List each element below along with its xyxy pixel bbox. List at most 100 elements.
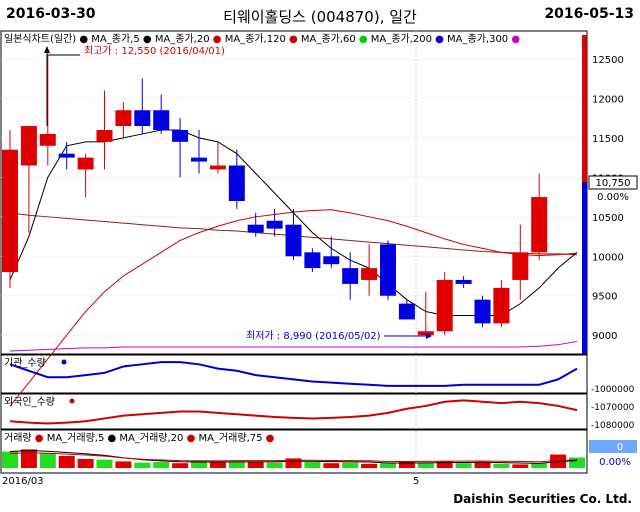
volume-bar xyxy=(58,456,75,468)
last-price: 10,750 xyxy=(596,178,631,189)
candle-body xyxy=(436,279,453,332)
institution-tick: -1000000 xyxy=(591,385,635,395)
volume-bar xyxy=(398,462,415,468)
candle-body xyxy=(209,165,226,170)
candle-body xyxy=(398,303,415,320)
price-tick: 10000 xyxy=(592,252,624,263)
candle-body xyxy=(58,153,75,158)
volume-bar xyxy=(153,462,170,468)
foreign-line xyxy=(9,399,578,425)
volume-bar xyxy=(228,461,245,468)
volume-bar xyxy=(39,453,56,468)
chart-header: 2016-03-30 티웨이홀딩스 (004870), 일간 2016-05-1… xyxy=(0,0,640,30)
candle-body xyxy=(493,287,510,324)
volume-bar xyxy=(20,449,37,468)
foreign-panel xyxy=(0,393,588,430)
volume-value: 0 xyxy=(617,442,623,453)
x-label-start: 2016/03 xyxy=(2,476,44,487)
candle-body xyxy=(285,224,302,257)
volume-bar xyxy=(77,459,94,468)
price-scale-bar-blue xyxy=(582,182,587,354)
page-title: 티웨이홀딩스 (004870), 일간 xyxy=(223,8,417,26)
volume-bar xyxy=(361,463,378,468)
legend-item: MA_종가,60 xyxy=(301,33,356,45)
candle-body xyxy=(361,268,378,280)
price-tick: 11500 xyxy=(592,134,624,145)
foreign-tick-1: -1070000 xyxy=(591,403,635,413)
candle-body xyxy=(153,110,170,130)
volume-bar xyxy=(2,451,18,468)
volume-bar xyxy=(342,462,359,468)
candle-body xyxy=(172,129,189,142)
candle-body xyxy=(96,129,113,142)
price-tick: 12500 xyxy=(592,55,624,66)
candle-body xyxy=(228,165,245,202)
volume-bar xyxy=(134,462,151,468)
legend-item: MA_종가,300 xyxy=(447,33,508,45)
foreign-tick-2: -1080000 xyxy=(591,421,635,431)
volume-bar xyxy=(323,463,340,468)
candle-body xyxy=(266,220,283,229)
price-scale-bar-red xyxy=(582,35,587,182)
legend-item: MA_종가,20 xyxy=(155,33,210,45)
volume-bar xyxy=(493,463,510,468)
candle-body xyxy=(342,268,359,284)
volume-change: 0.00% xyxy=(599,457,631,468)
volume-bar xyxy=(172,463,189,468)
candle-body xyxy=(474,299,491,324)
volume-bar xyxy=(569,457,585,468)
candle-body xyxy=(512,252,529,280)
price-tick: 9500 xyxy=(592,292,617,303)
volume-bar xyxy=(436,461,453,468)
volume-bar xyxy=(115,461,132,468)
institution-legend: 기관_수량 xyxy=(4,357,46,369)
volume-bar xyxy=(209,462,226,468)
volume-legend: 거래량 ● MA_거래량,5 ● MA_거래량,20 ● MA_거래량,75 ● xyxy=(4,432,275,444)
ma300-line xyxy=(9,341,578,352)
candle-body xyxy=(77,157,94,170)
footer-brand: Daishin Securities Co. Ltd. xyxy=(453,492,632,506)
high-annotation: 최고가 : 12,550 (2016/04/01) xyxy=(84,45,225,57)
volume-ma5-line xyxy=(9,449,578,464)
price-tick: 12000 xyxy=(592,94,624,105)
volume-bar xyxy=(417,462,434,468)
candle-body xyxy=(247,224,264,233)
legend-item: MA_종가,200 xyxy=(371,33,432,45)
candle-body xyxy=(39,133,56,146)
legend-item: 일본식차트(일간) xyxy=(4,33,76,45)
candle-body xyxy=(191,157,207,162)
legend-item: MA_종가,5 xyxy=(91,33,139,45)
date-start: 2016-03-30 xyxy=(6,6,96,22)
candle-body xyxy=(531,197,548,253)
last-change: 0.00% xyxy=(597,192,629,203)
date-end: 2016-05-13 xyxy=(544,6,634,22)
volume-bar xyxy=(304,462,321,468)
candle-body xyxy=(2,149,18,273)
x-label-may: 5 xyxy=(413,476,419,487)
volume-bar xyxy=(96,459,113,468)
volume-bar xyxy=(380,463,396,468)
low-annotation: 최저가 : 8,990 (2016/05/02) xyxy=(246,330,381,342)
legend-item: MA_종가,120 xyxy=(225,33,286,45)
volume-bar xyxy=(247,462,264,468)
candle-body xyxy=(304,252,321,269)
candle-body xyxy=(455,279,472,284)
price-legend: 일본식차트(일간) ● MA_종가,5 ● MA_종가,20 ● MA_종가,1… xyxy=(4,33,520,45)
volume-bar xyxy=(474,462,491,468)
candle-body xyxy=(323,256,340,265)
volume-ma20-line xyxy=(9,452,578,463)
candle-body xyxy=(115,110,132,127)
foreign-legend: 외국인_수량 xyxy=(4,396,55,408)
volume-bar xyxy=(191,460,207,468)
candle-body xyxy=(134,110,151,127)
candle-body xyxy=(380,244,396,296)
volume-bar xyxy=(512,464,529,468)
candle-body xyxy=(417,331,434,336)
candle-body xyxy=(20,126,37,166)
price-tick: 10500 xyxy=(592,213,624,224)
price-tick: 9000 xyxy=(592,331,617,342)
volume-bar xyxy=(266,462,283,468)
volume-bar xyxy=(285,458,302,468)
volume-bar xyxy=(455,463,472,468)
